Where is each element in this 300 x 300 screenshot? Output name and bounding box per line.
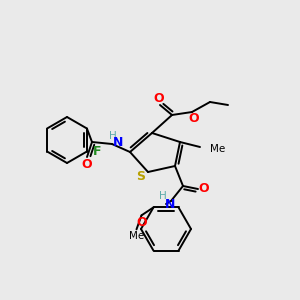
Text: H: H <box>109 131 117 141</box>
Text: S: S <box>136 170 146 184</box>
Text: Me: Me <box>129 231 144 241</box>
Text: O: O <box>82 158 92 172</box>
Text: Me: Me <box>210 144 225 154</box>
Text: O: O <box>136 216 147 229</box>
Text: O: O <box>199 182 209 196</box>
Text: H: H <box>159 191 167 201</box>
Text: F: F <box>93 145 101 158</box>
Text: N: N <box>113 136 123 149</box>
Text: N: N <box>165 197 175 211</box>
Text: O: O <box>154 92 164 104</box>
Text: O: O <box>189 112 199 125</box>
